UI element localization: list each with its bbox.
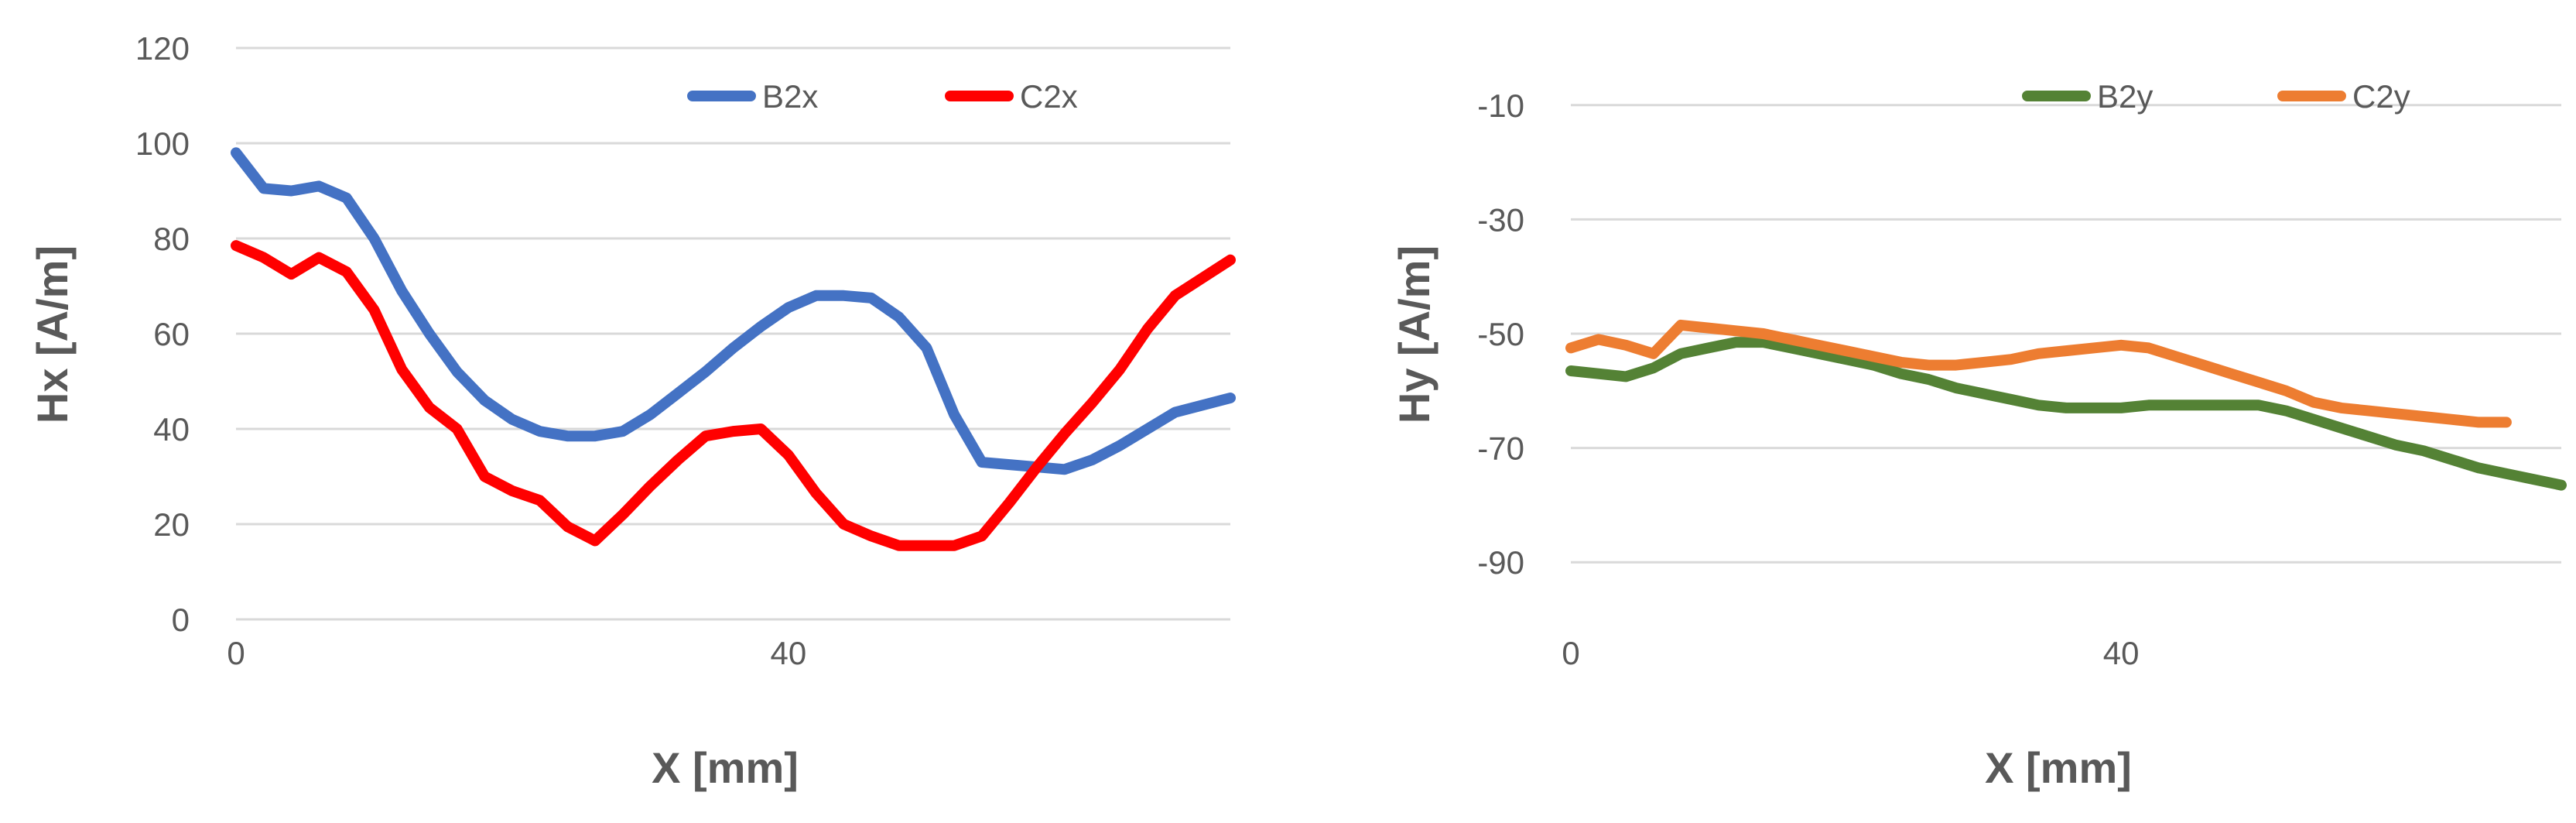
chart-hy-series-lines (1565, 319, 2567, 491)
y-tick-label: -70 (1477, 430, 1524, 467)
x-tick-label: 0 (1562, 635, 1579, 671)
y-tick-label: -10 (1477, 87, 1524, 124)
y-tick-label: 20 (153, 506, 190, 543)
chart-hx-legend: B2x C2x (687, 78, 1078, 115)
legend-label-b2y: B2y (2097, 78, 2153, 115)
chart-hy-y-tick-labels: -10 -30 -50 -70 -90 (1477, 87, 1524, 581)
chart-hx-x-tick-labels: 0 40 (227, 635, 806, 671)
chart-hx: 0 20 40 60 80 100 120 0 40 X [mm] Hx [A/m] B2x … (28, 30, 1236, 792)
legend-label-c2x: C2x (1020, 78, 1078, 115)
chart-hy-y-axis-title: Hy [A/m] (1390, 245, 1439, 424)
y-tick-label: -50 (1477, 316, 1524, 352)
chart-hy-x-tick-labels: 0 40 (1562, 635, 2139, 671)
y-tick-label: 60 (153, 316, 190, 352)
legend-label-c2y: C2y (2352, 78, 2410, 115)
x-tick-label: 40 (2103, 635, 2140, 671)
chart-hx-series-lines (231, 147, 1236, 551)
chart-hx-x-axis-title: X [mm] (652, 743, 799, 792)
x-tick-label: 40 (771, 635, 807, 671)
y-tick-label: 40 (153, 411, 190, 448)
chart-hy-x-axis-title: X [mm] (1985, 743, 2132, 792)
y-tick-label: 120 (135, 30, 190, 67)
y-tick-label: 0 (172, 602, 190, 638)
chart-hx-y-tick-labels: 0 20 40 60 80 100 120 (135, 30, 190, 638)
series-line-b2y (1565, 337, 2567, 491)
legend-label-b2x: B2x (762, 78, 818, 115)
chart-hy-legend: B2y C2y (2022, 78, 2410, 115)
chart-hx-y-axis-title: Hx [A/m] (28, 245, 77, 424)
y-tick-label: -30 (1477, 201, 1524, 238)
y-tick-label: 80 (153, 221, 190, 257)
series-line-c2y (1565, 319, 2512, 428)
x-tick-label: 0 (227, 635, 245, 671)
y-tick-label: 100 (135, 125, 190, 162)
chart-hy: -10 -30 -50 -70 -90 0 40 X [mm] Hy [A/m] B2y … (1390, 78, 2567, 792)
series-line-c2x (231, 240, 1236, 551)
y-tick-label: -90 (1477, 544, 1524, 581)
